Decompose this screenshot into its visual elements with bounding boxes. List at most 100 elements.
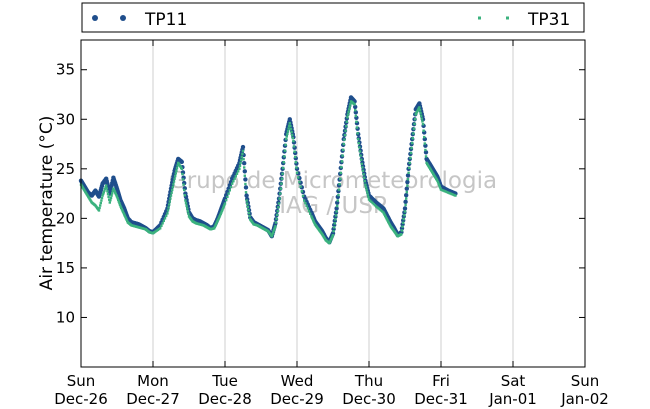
data-point (289, 125, 292, 128)
data-point (418, 108, 422, 112)
data-point (220, 211, 223, 214)
data-point (360, 162, 363, 166)
data-point (123, 214, 126, 217)
data-point (423, 150, 429, 155)
data-point (404, 203, 407, 207)
data-point (174, 172, 177, 175)
data-point (400, 229, 404, 232)
data-point (330, 236, 333, 240)
data-point (155, 229, 158, 232)
data-point (227, 192, 230, 195)
data-point (244, 182, 247, 186)
data-point (216, 219, 219, 222)
data-point (167, 206, 170, 209)
data-point (186, 207, 189, 210)
legend-marker-tp11 (120, 15, 126, 21)
data-point (287, 127, 290, 130)
data-point (349, 102, 352, 106)
data-point (219, 212, 222, 215)
data-point (345, 125, 348, 128)
data-point (182, 183, 185, 186)
data-point (118, 201, 121, 205)
data-point (275, 217, 278, 220)
x-tick-label-day: Fri (432, 372, 450, 390)
data-point (273, 228, 276, 231)
data-point (184, 199, 187, 202)
data-point (223, 202, 227, 205)
data-point (348, 108, 351, 111)
data-point (102, 191, 105, 194)
x-tick-label-day: Sun (571, 372, 600, 390)
data-point (126, 219, 129, 223)
data-point (406, 178, 410, 181)
data-point (286, 132, 289, 136)
data-point (112, 188, 116, 192)
data-point (409, 151, 413, 155)
data-point (360, 158, 363, 161)
data-point (364, 185, 368, 189)
data-point (186, 209, 189, 213)
data-point (294, 161, 297, 164)
data-point (247, 211, 251, 215)
data-point (99, 201, 102, 205)
data-point (121, 210, 125, 213)
data-point (216, 220, 219, 223)
data-point (294, 155, 297, 159)
data-point (124, 217, 128, 220)
data-point (271, 233, 274, 236)
data-point (166, 209, 170, 212)
data-point (168, 200, 171, 203)
data-point (340, 160, 344, 163)
x-tick-label-date: Dec-27 (126, 390, 180, 408)
data-point (356, 132, 359, 135)
data-point (276, 209, 279, 213)
data-point (168, 203, 171, 206)
data-point (363, 176, 366, 179)
data-point (342, 148, 345, 152)
data-point (343, 133, 347, 137)
data-point (165, 214, 168, 218)
data-point (124, 215, 127, 219)
data-point (307, 209, 311, 213)
data-point (437, 182, 440, 185)
data-point (108, 201, 111, 204)
data-point (176, 164, 179, 167)
data-point (357, 142, 360, 145)
data-point (238, 164, 242, 168)
data-point (365, 188, 368, 191)
data-point (358, 150, 362, 153)
data-point (162, 219, 165, 223)
data-point (336, 204, 339, 208)
data-point (313, 221, 316, 225)
data-point (179, 159, 184, 165)
data-point (403, 199, 408, 205)
data-point (420, 117, 423, 120)
data-point (119, 205, 122, 208)
data-point (408, 161, 411, 165)
data-point (421, 120, 424, 123)
data-point (243, 166, 246, 169)
plot-frame (80, 39, 586, 368)
data-point (423, 135, 426, 139)
data-point (160, 224, 163, 227)
data-point (292, 145, 296, 148)
data-point (412, 132, 415, 135)
data-point (295, 166, 298, 169)
data-point (355, 120, 358, 123)
data-point (239, 161, 242, 165)
data-point (242, 158, 245, 161)
data-point (306, 207, 309, 210)
data-point (413, 122, 416, 126)
data-point (281, 172, 284, 175)
data-point (328, 241, 331, 245)
data-point (353, 103, 356, 106)
series-layer (78, 95, 458, 245)
data-point (295, 171, 299, 174)
data-point (332, 230, 335, 233)
data-point (443, 189, 446, 193)
data-point (371, 201, 374, 205)
data-point (288, 122, 291, 125)
data-point (411, 137, 414, 140)
data-point (423, 142, 426, 145)
data-point (402, 221, 405, 225)
